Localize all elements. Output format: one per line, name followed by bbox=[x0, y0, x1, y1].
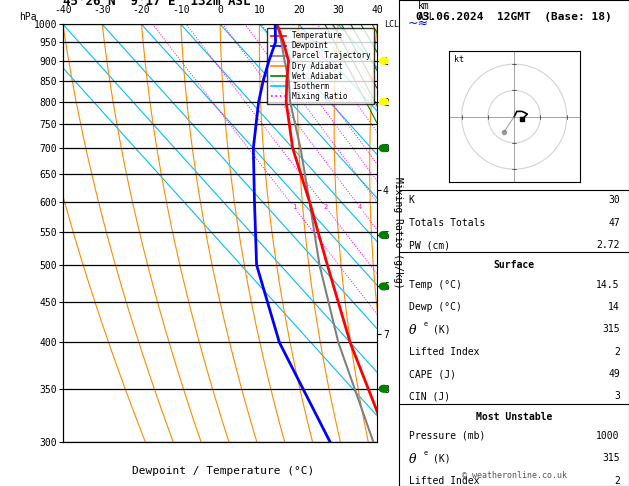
Text: 315: 315 bbox=[602, 453, 620, 463]
Text: 14.5: 14.5 bbox=[596, 279, 620, 290]
Text: -20: -20 bbox=[133, 5, 150, 15]
Text: 2.72: 2.72 bbox=[596, 240, 620, 250]
Text: e: e bbox=[423, 321, 428, 328]
Text: Most Unstable: Most Unstable bbox=[476, 412, 552, 421]
Text: Pressure (mb): Pressure (mb) bbox=[409, 431, 485, 441]
Text: km
ASL: km ASL bbox=[418, 0, 436, 22]
Text: 49: 49 bbox=[608, 369, 620, 379]
Text: kt: kt bbox=[454, 54, 464, 64]
Text: LCL: LCL bbox=[384, 20, 399, 29]
Text: 40: 40 bbox=[372, 5, 383, 15]
Text: Totals Totals: Totals Totals bbox=[409, 218, 485, 228]
Text: Dewp (°C): Dewp (°C) bbox=[409, 302, 462, 312]
Text: K: K bbox=[409, 195, 415, 206]
Text: 20: 20 bbox=[293, 5, 304, 15]
Text: 1: 1 bbox=[292, 205, 296, 210]
Text: PW (cm): PW (cm) bbox=[409, 240, 450, 250]
Text: 30: 30 bbox=[608, 195, 620, 206]
Text: e: e bbox=[423, 451, 428, 456]
Text: 45°26'N  9°17'E  132m ASL: 45°26'N 9°17'E 132m ASL bbox=[63, 0, 250, 8]
Text: Dewpoint / Temperature (°C): Dewpoint / Temperature (°C) bbox=[132, 466, 314, 476]
Text: 10: 10 bbox=[253, 5, 265, 15]
Y-axis label: Mixing Ratio (g/kg): Mixing Ratio (g/kg) bbox=[392, 177, 403, 289]
Text: ~≈: ~≈ bbox=[408, 17, 428, 30]
Text: Lifted Index: Lifted Index bbox=[409, 347, 479, 357]
Text: CAPE (J): CAPE (J) bbox=[409, 369, 455, 379]
Text: -10: -10 bbox=[172, 5, 190, 15]
Text: 4: 4 bbox=[358, 205, 362, 210]
Text: Surface: Surface bbox=[494, 260, 535, 270]
Text: 03.06.2024  12GMT  (Base: 18): 03.06.2024 12GMT (Base: 18) bbox=[416, 12, 612, 22]
Text: 2: 2 bbox=[614, 476, 620, 486]
Text: Temp (°C): Temp (°C) bbox=[409, 279, 462, 290]
Text: (K): (K) bbox=[433, 324, 450, 334]
Text: 0: 0 bbox=[217, 5, 223, 15]
Text: θ: θ bbox=[409, 453, 416, 467]
Text: 30: 30 bbox=[332, 5, 344, 15]
Legend: Temperature, Dewpoint, Parcel Trajectory, Dry Adiabat, Wet Adiabat, Isotherm, Mi: Temperature, Dewpoint, Parcel Trajectory… bbox=[267, 28, 374, 104]
Text: © weatheronline.co.uk: © weatheronline.co.uk bbox=[462, 471, 567, 480]
Text: 47: 47 bbox=[608, 218, 620, 228]
Text: hPa: hPa bbox=[19, 12, 36, 22]
Text: -40: -40 bbox=[54, 5, 72, 15]
Text: Lifted Index: Lifted Index bbox=[409, 476, 479, 486]
Text: (K): (K) bbox=[433, 453, 450, 463]
Text: 2: 2 bbox=[614, 347, 620, 357]
Text: 3: 3 bbox=[614, 391, 620, 401]
Text: CIN (J): CIN (J) bbox=[409, 391, 450, 401]
Text: 315: 315 bbox=[602, 324, 620, 334]
Text: 2: 2 bbox=[324, 205, 328, 210]
Text: θ: θ bbox=[409, 324, 416, 337]
Text: 1000: 1000 bbox=[596, 431, 620, 441]
Text: 14: 14 bbox=[608, 302, 620, 312]
Text: -30: -30 bbox=[93, 5, 111, 15]
